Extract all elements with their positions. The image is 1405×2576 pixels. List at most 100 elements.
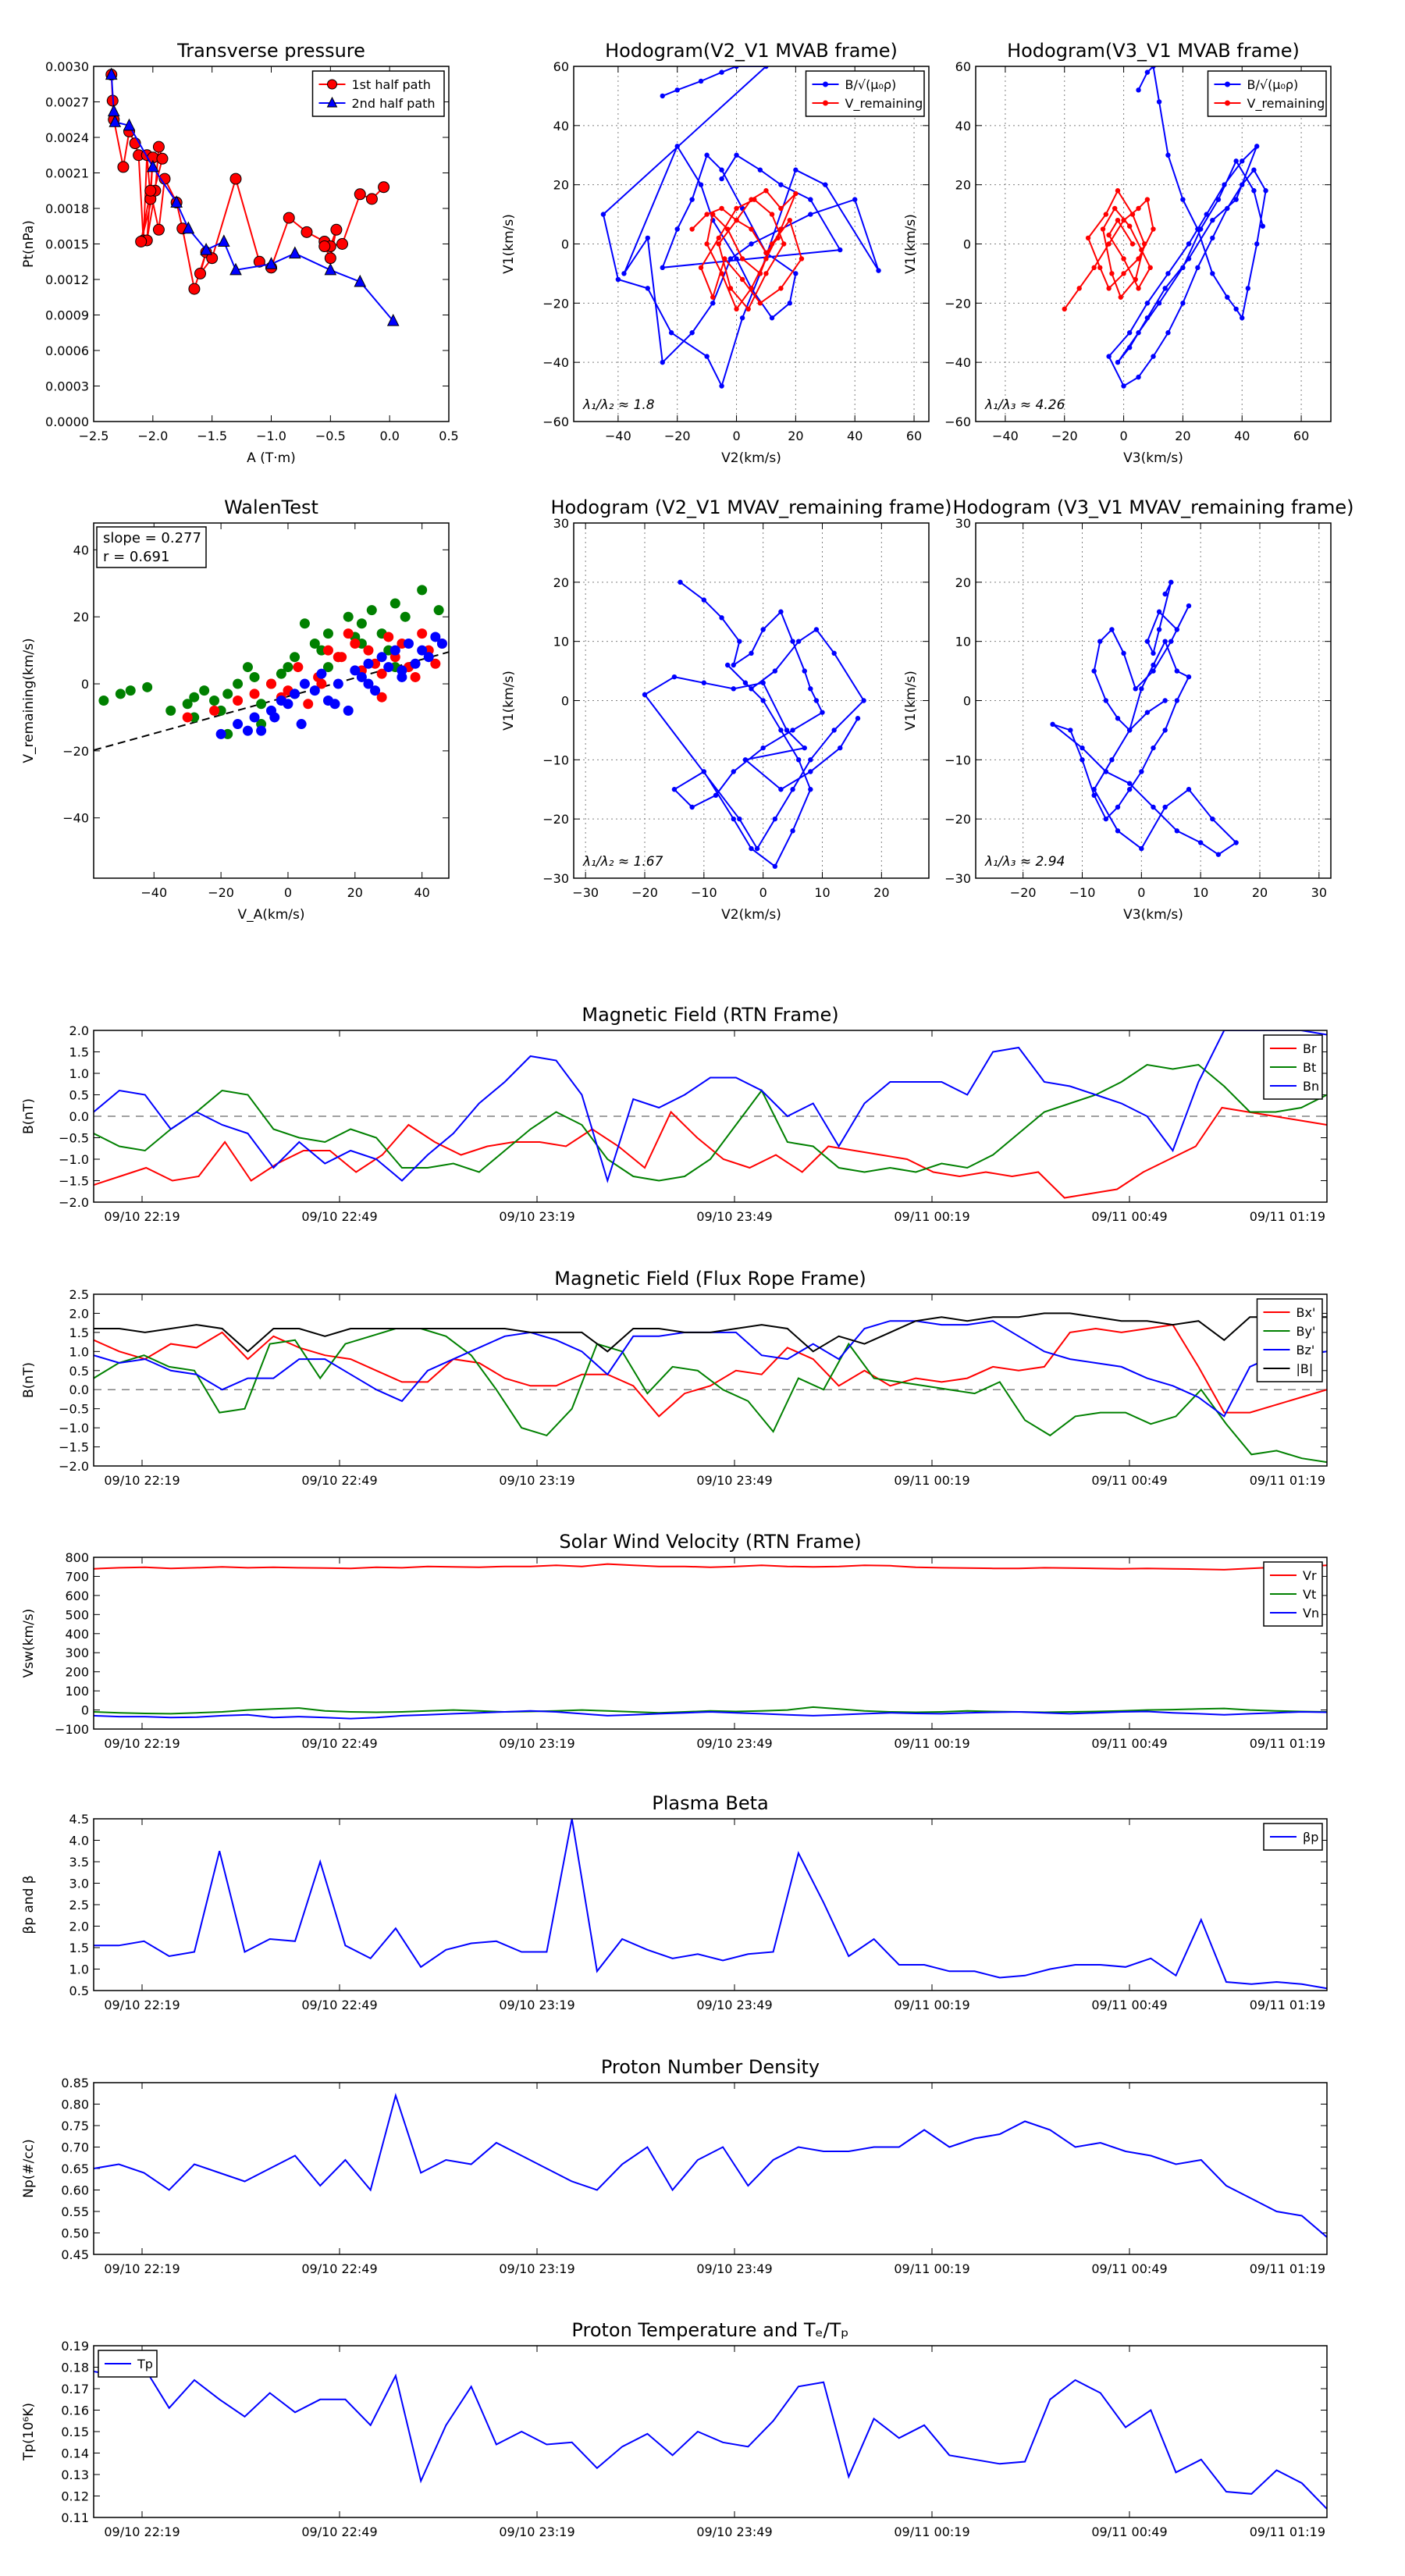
- x-tick-label: 09/10 23:49: [696, 2524, 772, 2539]
- data-point: [1186, 603, 1192, 609]
- data-point: [1151, 662, 1156, 668]
- data-point: [787, 301, 792, 306]
- data-point: [795, 639, 802, 644]
- data-point: [1162, 286, 1168, 291]
- x-tick-label: 09/11 00:49: [1091, 1998, 1167, 2012]
- data-point: [1174, 698, 1180, 703]
- scatter-point: [363, 678, 374, 689]
- data-point: [229, 262, 242, 276]
- scatter-point: [309, 685, 320, 696]
- data-point: [330, 223, 343, 236]
- scatter-point: [417, 628, 428, 639]
- data-point: [701, 680, 707, 685]
- y-tick-label: 0.0030: [45, 59, 89, 74]
- y-tick-label: 0.50: [61, 2226, 89, 2241]
- x-tick-label: 09/11 00:49: [1091, 1209, 1167, 1224]
- y-tick-label: 1.0: [69, 1344, 89, 1359]
- data-point: [1195, 265, 1200, 271]
- data-point: [1210, 235, 1215, 241]
- data-point: [1162, 804, 1168, 810]
- legend-label: Bt: [1303, 1060, 1316, 1075]
- data-point: [1151, 745, 1156, 751]
- x-tick-label: 0: [284, 885, 292, 900]
- data-point: [1126, 787, 1133, 792]
- y-tick-label: 0.70: [61, 2140, 89, 2155]
- chart-title: Solar Wind Velocity (RTN Frame): [559, 1531, 861, 1553]
- scatter-point: [242, 662, 253, 673]
- data-point: [674, 144, 680, 149]
- legend-marker: [1225, 100, 1230, 106]
- data-point: [1106, 241, 1112, 247]
- x-tick-label: 20: [873, 885, 889, 900]
- data-point: [1210, 271, 1215, 276]
- data-point: [152, 223, 165, 236]
- data-point: [1251, 188, 1257, 194]
- data-point: [135, 235, 148, 247]
- y-tick-label: 0.80: [61, 2097, 89, 2112]
- data-point: [265, 257, 278, 269]
- scatter-point: [322, 662, 333, 673]
- data-point: [1180, 301, 1186, 306]
- y-tick-label: 10: [955, 635, 971, 649]
- plot-area: [600, 66, 881, 389]
- y-tick-label: 0: [963, 694, 971, 709]
- y-tick-label: 0.14: [61, 2446, 89, 2461]
- y-tick-label: 0.0000: [45, 415, 89, 429]
- data-point: [615, 276, 621, 283]
- scatter-point: [430, 658, 441, 669]
- plot-area: [94, 2366, 1327, 2510]
- axes-frame: [93, 1557, 1328, 1730]
- legend: Tp: [98, 2350, 158, 2378]
- y-tick-label: 1.0: [69, 1962, 89, 1977]
- data-point: [701, 597, 707, 603]
- hodogram-v2-v1-mvab-chart: Hodogram(V2_V1 MVAB frame) −60 −40 −20 0 20 40…: [501, 40, 930, 466]
- data-point: [749, 226, 754, 232]
- data-point: [793, 167, 799, 173]
- data-point: [689, 804, 695, 810]
- x-tick-label: 09/11 00:19: [894, 1209, 969, 1224]
- data-point: [1115, 716, 1121, 721]
- y-tick-label: 3.0: [69, 1877, 89, 1891]
- x-tick-label: 09/11 00:19: [894, 1736, 969, 1751]
- data-point: [698, 182, 704, 187]
- scatter-point: [350, 665, 361, 676]
- scatter-point: [249, 688, 260, 699]
- scatter-point: [376, 668, 387, 679]
- data-point: [1165, 330, 1171, 336]
- data-point: [1204, 212, 1209, 217]
- data-point: [1254, 241, 1260, 247]
- data-point: [1126, 223, 1133, 229]
- series-line: [94, 1320, 1327, 1418]
- y-axis-label: Vsw(km/s): [21, 1609, 37, 1678]
- scatter-point: [403, 639, 414, 649]
- scatter-point: [182, 699, 193, 710]
- fit-stats-text: slope = 0.277: [103, 530, 201, 546]
- x-tick-label: −40: [605, 429, 631, 443]
- data-point: [790, 728, 795, 733]
- y-tick-label: 0.85: [61, 2076, 89, 2090]
- y-tick-label: 2.0: [69, 1920, 89, 1934]
- data-point: [719, 167, 724, 173]
- plot-area: [94, 1312, 1327, 1464]
- data-point: [1121, 271, 1126, 276]
- y-tick-label: −20: [944, 812, 971, 827]
- y-axis-label: V1(km/s): [903, 214, 919, 274]
- x-tick-label: −2.5: [79, 429, 109, 443]
- plot-area: [1050, 579, 1239, 857]
- y-axis-label: V_remaining(km/s): [21, 638, 37, 763]
- series-line: [602, 66, 880, 389]
- scatter-point: [343, 611, 354, 622]
- data-point: [757, 167, 763, 173]
- data-point: [1136, 205, 1141, 212]
- data-point: [1222, 182, 1227, 187]
- x-tick-label: 09/11 00:49: [1091, 2524, 1167, 2539]
- x-tick-label: 20: [347, 885, 363, 900]
- data-point: [1210, 217, 1215, 223]
- scatter-point: [322, 645, 333, 656]
- x-tick-label: 09/10 22:19: [104, 1209, 180, 1224]
- data-point: [799, 256, 805, 262]
- series-line: [94, 1563, 1327, 1571]
- data-point: [1091, 792, 1097, 799]
- data-point: [716, 235, 721, 241]
- scatter-point: [350, 639, 361, 649]
